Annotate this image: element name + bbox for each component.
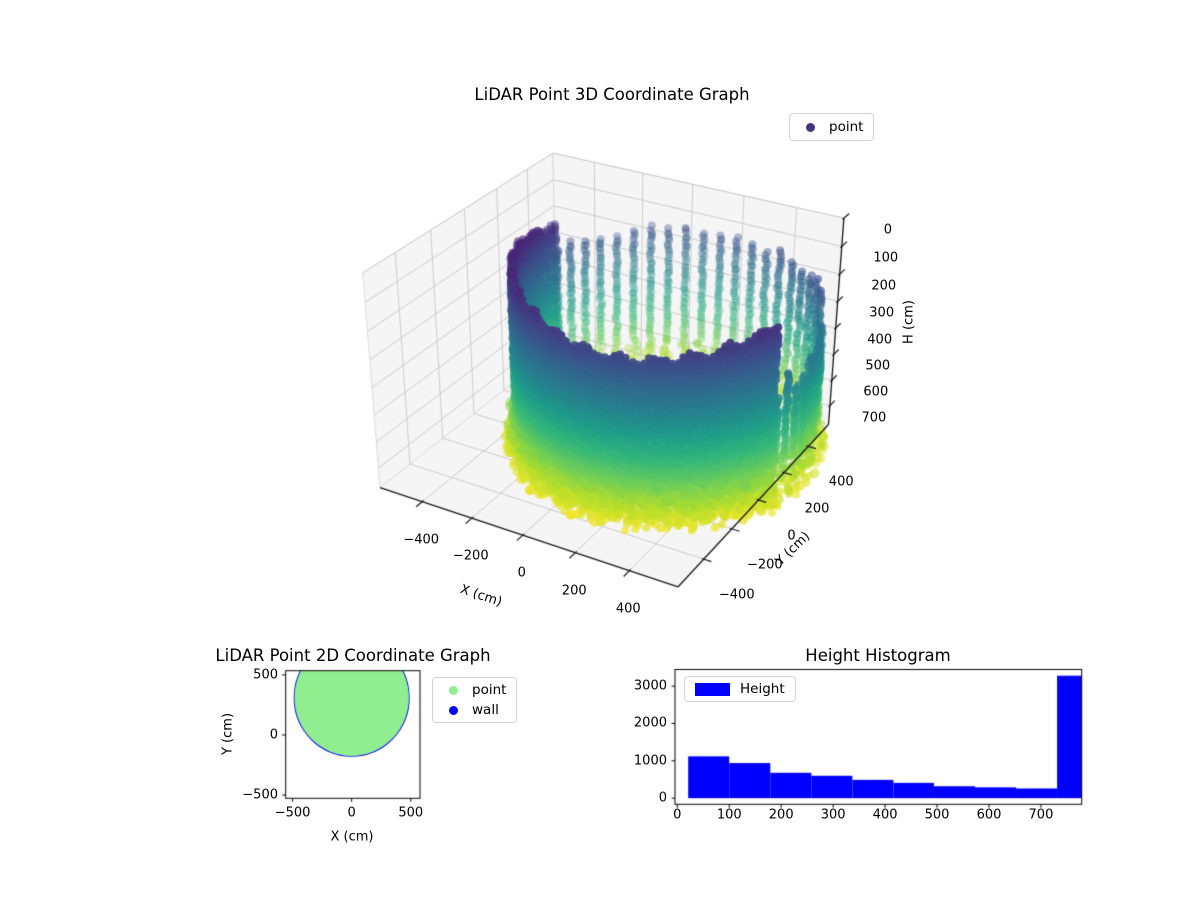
height-patch-icon [695, 682, 730, 696]
plot3d-y-tick-label: 200 [804, 501, 830, 517]
plot3d-title: LiDAR Point 3D Coordinate Graph [474, 85, 750, 104]
plot3d-z-tick-label: 200 [871, 278, 897, 294]
plot2d-y-tick-label: 0 [269, 727, 278, 743]
plot3d-x-tick-label: −200 [452, 548, 489, 564]
plot2d-y-tick-label: −500 [242, 787, 278, 803]
hist-x-tick-label: 200 [768, 807, 794, 822]
plot2d-x-tick-label: −500 [274, 805, 311, 821]
hist-legend-item-height: Height [685, 679, 795, 699]
plot2d-legend-item-point: point [433, 680, 516, 700]
hist-x-tick-label: 500 [924, 807, 950, 822]
legend-label: Height [740, 681, 785, 697]
plot2d-title: LiDAR Point 2D Coordinate Graph [215, 646, 491, 665]
plot2d-legend: point wall [432, 677, 518, 723]
hist-x-tick-label: 100 [716, 807, 742, 822]
hist-y-tick-label: 0 [658, 790, 667, 806]
plot3d-z-tick-label: 500 [865, 358, 891, 374]
plot3d-y-tick-label: −200 [746, 557, 783, 573]
plot3d-x-tick-label: −400 [403, 532, 440, 548]
plot3d-z-tick-label: 300 [869, 305, 895, 321]
plot3d-zaxis-label: H (cm) [901, 300, 917, 344]
hist-x-tick-label: 600 [976, 807, 1002, 822]
plot3d-y-tick-label: −400 [718, 587, 755, 603]
wall-marker-icon [449, 705, 458, 715]
plot3d-z-tick-label: 400 [867, 332, 893, 348]
plot3d-z-tick-label: 700 [861, 410, 887, 426]
hist-x-tick-label: 400 [872, 807, 898, 822]
hist-x-tick-label: 0 [673, 807, 682, 822]
hist-y-tick-label: 1000 [633, 753, 667, 769]
hist-legend: Height [684, 676, 796, 702]
legend-label: wall [472, 702, 499, 718]
point-marker-icon [806, 122, 815, 132]
plot2d-x-tick-label: 0 [347, 805, 356, 821]
hist-y-tick-label: 2000 [633, 715, 667, 731]
plot3d-z-tick-label: 0 [883, 222, 893, 238]
plot3d-y-tick-label: 400 [828, 474, 854, 490]
plot2d-xaxis-label: X (cm) [330, 829, 374, 845]
plot2d-legend-item-wall: wall [433, 700, 516, 720]
point-marker-icon [449, 685, 458, 695]
plot3d-z-tick-label: 100 [873, 250, 899, 266]
plot3d-y-tick-label: 0 [787, 528, 796, 544]
plot3d-z-tick-label: 600 [863, 384, 889, 400]
plot3d-x-tick-label: 200 [561, 583, 587, 599]
plot3d-legend-item-point: point [790, 117, 873, 137]
plot3d-x-tick-label: 0 [517, 565, 526, 581]
plot2d-yaxis-label: Y (cm) [220, 712, 236, 756]
hist-x-tick-label: 700 [1028, 807, 1054, 822]
hist-title: Height Histogram [805, 646, 951, 665]
plot3d-legend: point [789, 113, 875, 141]
hist-x-tick-label: 300 [820, 807, 846, 822]
hist-y-tick-label: 3000 [633, 678, 667, 694]
plot2d-y-tick-label: 500 [253, 667, 278, 683]
legend-label: point [472, 682, 507, 698]
plot2d-x-tick-label: 500 [398, 805, 424, 821]
legend-label: point [829, 119, 864, 135]
plot3d-x-tick-label: 400 [615, 601, 641, 617]
